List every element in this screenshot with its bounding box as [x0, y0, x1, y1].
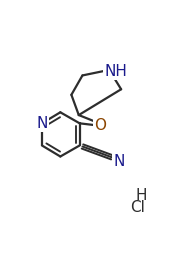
Text: Cl: Cl: [130, 200, 145, 215]
Text: H: H: [136, 188, 147, 203]
Text: O: O: [94, 118, 106, 133]
Text: N: N: [114, 154, 125, 168]
Text: N: N: [36, 116, 48, 131]
Text: NH: NH: [104, 64, 127, 79]
